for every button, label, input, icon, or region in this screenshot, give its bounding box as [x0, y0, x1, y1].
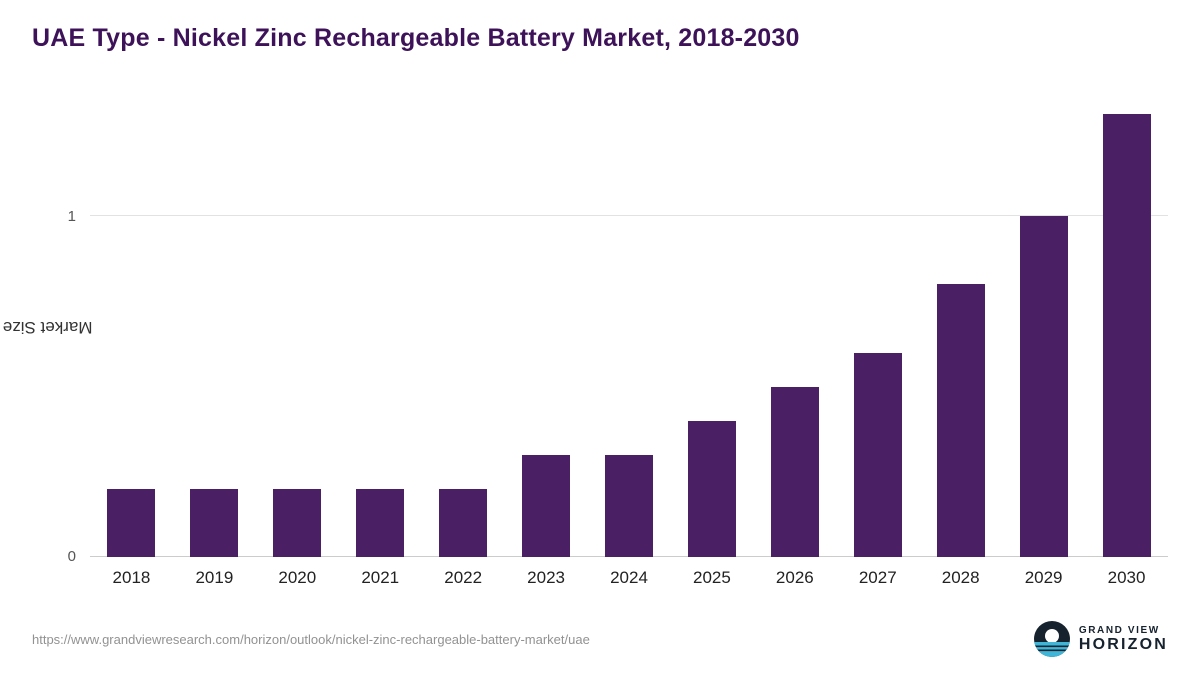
- plot-area: 1 0: [68, 97, 1168, 565]
- gridline-1: [90, 215, 1168, 217]
- x-tick-2021: 2021: [361, 568, 400, 587]
- y-axis-title-text: Market Size (US$M): [0, 318, 93, 337]
- logo-text: GRAND VIEW HORIZON: [1079, 625, 1168, 654]
- bar-2022: [439, 488, 488, 557]
- x-tick-2025: 2025: [693, 568, 731, 587]
- bar-column: [173, 97, 256, 557]
- bar-column: [422, 97, 505, 557]
- x-tick-2030: 2030: [1107, 568, 1146, 587]
- y-tick-0: 0: [67, 548, 76, 565]
- x-tick-2020: 2020: [278, 568, 317, 587]
- x-tick-2026: 2026: [775, 568, 814, 587]
- bar-column: [339, 97, 422, 557]
- bar-column: [1085, 97, 1168, 557]
- y-axis-title: Market Size (US$M): [0, 318, 93, 337]
- footer: https://www.grandviewresearch.com/horizo…: [32, 614, 1168, 664]
- bar-column: [256, 97, 339, 557]
- bar-2025: [687, 420, 736, 557]
- bar-column: [90, 97, 173, 557]
- bar-2024: [604, 454, 653, 557]
- bars-row: [90, 97, 1168, 557]
- x-tick-2019: 2019: [195, 568, 234, 587]
- bar-column: [753, 97, 836, 557]
- x-tick-2029: 2029: [1024, 568, 1063, 587]
- bar-2026: [770, 386, 819, 557]
- bar-column: [670, 97, 753, 557]
- bar-column: [919, 97, 1002, 557]
- logo-text-line1: GRAND VIEW: [1078, 624, 1160, 636]
- horizon-logo-icon: [1033, 621, 1070, 657]
- x-tick-2018: 2018: [112, 568, 151, 587]
- bar-2018: [107, 488, 156, 557]
- bar-column: [836, 97, 919, 557]
- x-tick-2028: 2028: [941, 568, 980, 587]
- bar-2020: [273, 488, 322, 557]
- x-axis-labels: 2018 2019 2020 2021 2022 2023 2024 2025 2026 2027…: [90, 568, 1168, 588]
- x-tick-2027: 2027: [858, 568, 897, 587]
- page-title: UAE Type - Nickel Zinc Rechargeable Batt…: [32, 24, 800, 52]
- brand-logo: GRAND VIEW HORIZON: [1033, 621, 1168, 657]
- bar-2027: [853, 352, 902, 557]
- bar-column: [588, 97, 671, 557]
- bar-2030: [1102, 114, 1151, 557]
- x-tick-2024: 2024: [610, 568, 648, 587]
- bar-2021: [356, 488, 405, 557]
- x-tick-2023: 2023: [527, 568, 565, 587]
- bar-2029: [1019, 216, 1068, 557]
- bar-column: [505, 97, 588, 557]
- x-tick-2022: 2022: [444, 568, 483, 587]
- bar-column: [1002, 97, 1085, 557]
- bar-2028: [936, 284, 985, 557]
- source-url: https://www.grandviewresearch.com/horizo…: [32, 631, 590, 647]
- bar-2019: [190, 488, 239, 557]
- bar-2023: [522, 454, 571, 557]
- y-tick-1: 1: [67, 208, 76, 226]
- logo-text-line2: HORIZON: [1078, 635, 1168, 653]
